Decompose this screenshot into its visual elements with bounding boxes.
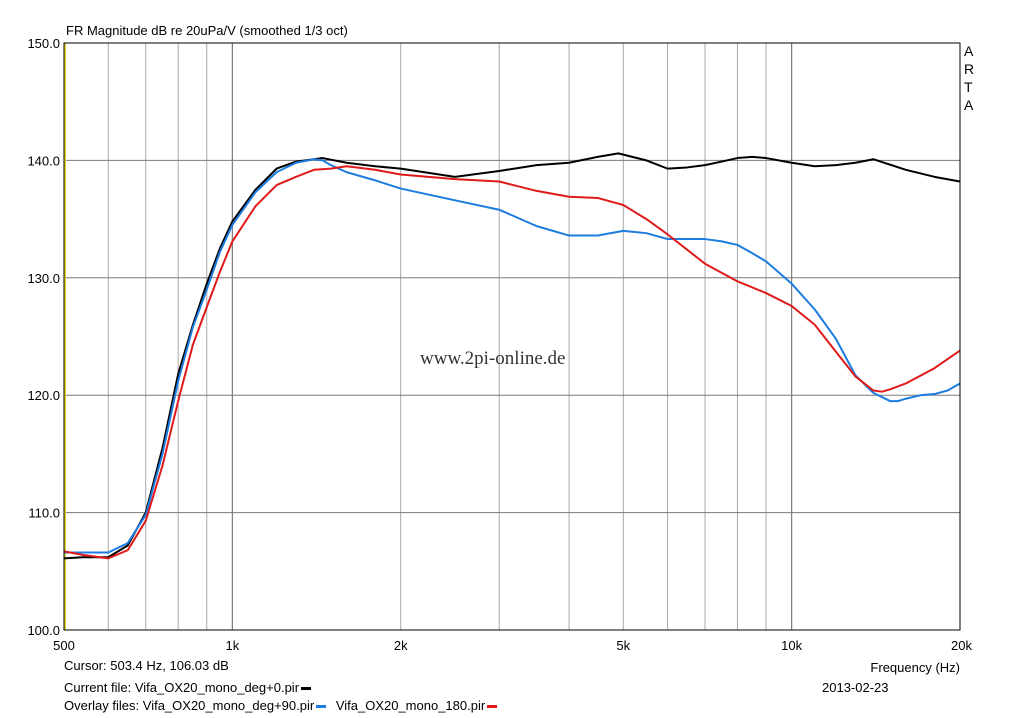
series-line-3 (63, 165, 961, 560)
overlay-file-1-name: Vifa_OX20_mono_deg+90.pir (142, 698, 315, 713)
chart-title: FR Magnitude dB re 20uPa/V (smoothed 1/3… (66, 23, 348, 38)
arta-letter: R (964, 61, 974, 77)
series-layer (63, 152, 961, 560)
overlay-files-line: Overlay files: Vifa_OX20_mono_deg+90.pir… (64, 698, 503, 713)
x-tick-label: 500 (53, 638, 75, 653)
grid-layer (64, 43, 960, 630)
current-file-line: Current file: Vifa_OX20_mono_deg+0.pir (64, 680, 317, 695)
x-tick-label: 5k (616, 638, 630, 653)
series-line-1 (63, 152, 961, 560)
current-file-prefix: Current file: (64, 680, 132, 695)
y-tick-label: 120.0 (27, 388, 60, 403)
overlay-files-prefix: Overlay files: (64, 698, 140, 713)
x-tick-label: 20k (951, 638, 972, 653)
x-tick-label: 1k (225, 638, 239, 653)
y-tick-label: 110.0 (28, 506, 60, 521)
legend-swatch-blue (316, 705, 327, 709)
current-file-name: Vifa_OX20_mono_deg+0.pir (134, 680, 300, 695)
plot-frame (63, 42, 961, 631)
x-axis-label: Frequency (Hz) (870, 660, 960, 675)
y-tick-label: 130.0 (27, 271, 60, 286)
y-tick-label: 100.0 (27, 623, 60, 638)
date-label: 2013-02-23 (822, 680, 889, 695)
x-tick-labels: 500 1k 2k 5k 10k 20k (53, 638, 972, 653)
legend-swatch-red (487, 705, 498, 709)
legend-swatch-black (301, 687, 312, 691)
y-tick-label: 150.0 (27, 36, 60, 51)
arta-letter: A (964, 97, 974, 113)
watermark-text: www.2pi-online.de (420, 348, 565, 369)
x-tick-label: 2k (394, 638, 408, 653)
cursor-readout: Cursor: 503.4 Hz, 106.03 dB (64, 658, 229, 673)
x-tick-label: 10k (781, 638, 802, 653)
overlay-file-2-name: Vifa_OX20_mono_180.pir (335, 698, 486, 713)
y-tick-labels: 100.0 110.0 120.0 130.0 140.0 150.0 (27, 36, 60, 638)
arta-letter: T (964, 79, 973, 95)
y-tick-label: 140.0 (27, 153, 60, 168)
arta-letter: A (964, 43, 974, 59)
